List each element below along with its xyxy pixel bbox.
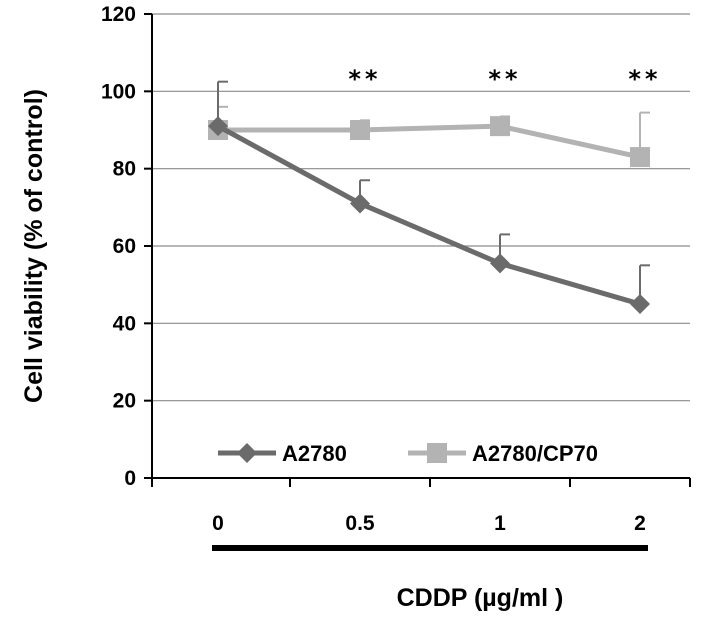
y-tick-label: 120 xyxy=(101,3,136,26)
y-tick-label: 60 xyxy=(113,235,136,258)
x-tick-label: 0.5 xyxy=(345,512,375,535)
legend-label: A2780/CP70 xyxy=(472,441,598,466)
x-tick-labels: 0 0.5 1 2 xyxy=(212,512,646,535)
significance-mark: ** xyxy=(348,65,381,93)
significance-mark: ** xyxy=(628,65,661,93)
legend-label: A2780 xyxy=(282,441,347,466)
x-tick-label: 1 xyxy=(494,512,506,535)
y-axis-label: Cell viability (% of control) xyxy=(20,89,48,403)
y-tick-label: 20 xyxy=(113,390,136,413)
data-point-diamond xyxy=(208,116,228,137)
legend: A2780 A2780/CP70 xyxy=(218,441,598,466)
data-point-square xyxy=(630,147,650,168)
axes xyxy=(144,13,691,487)
data-point-diamond xyxy=(350,193,370,214)
y-tick-label: 40 xyxy=(113,312,136,335)
series-line xyxy=(218,123,641,160)
series-0 xyxy=(208,80,650,314)
significance-annotations: ** ** ** xyxy=(348,65,661,93)
data-point-diamond xyxy=(490,253,510,274)
data-point-diamond xyxy=(630,294,650,314)
y-tick-label: 0 xyxy=(124,467,136,490)
x-axis-label: CDDP (µg/ml ) xyxy=(397,584,564,612)
gridlines xyxy=(152,13,690,402)
series-layer xyxy=(208,80,650,314)
y-tick-label: 80 xyxy=(113,158,136,181)
y-tick-labels: 0 20 40 60 80 100 120 xyxy=(101,3,136,490)
data-point-square xyxy=(350,120,370,140)
data-point-square xyxy=(427,443,447,463)
legend-item: A2780 xyxy=(218,441,347,466)
data-point-square xyxy=(490,116,510,137)
series-line xyxy=(216,123,641,307)
x-tick-label: 0 xyxy=(212,512,224,535)
data-point-diamond xyxy=(237,443,257,463)
y-tick-label: 100 xyxy=(101,80,136,103)
significance-mark: ** xyxy=(488,65,521,93)
legend-item: A2780/CP70 xyxy=(408,441,598,466)
x-tick-label: 2 xyxy=(634,512,646,535)
